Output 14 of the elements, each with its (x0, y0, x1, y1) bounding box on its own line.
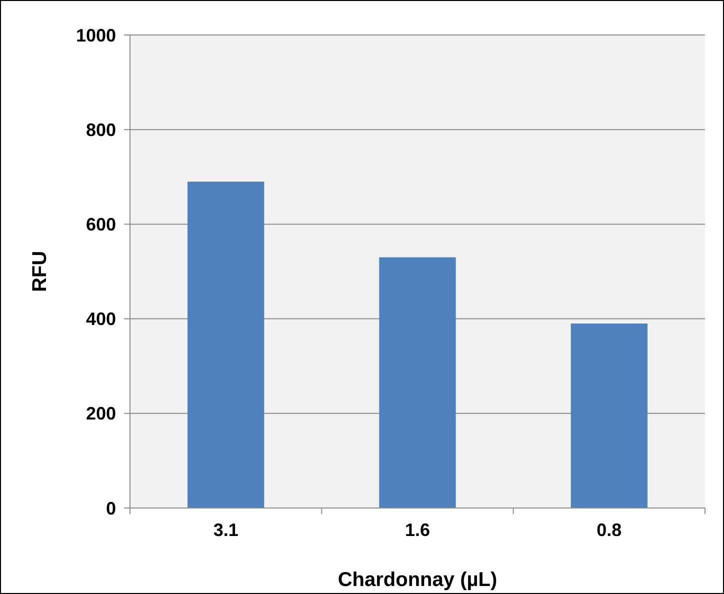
y-tick-label: 1000 (76, 25, 116, 46)
x-tick-label: 1.6 (404, 520, 430, 540)
y-tick-label: 400 (86, 309, 116, 330)
y-tick-label: 0 (106, 498, 116, 518)
y-tick-label: 200 (86, 404, 116, 424)
x-tick-label: 0.8 (596, 520, 622, 540)
bar (188, 182, 264, 508)
y-axis-title: RFU (29, 250, 51, 292)
y-tick-label: 600 (86, 214, 116, 234)
bar (570, 324, 648, 508)
x-tick-label: 3.1 (213, 520, 238, 540)
bar (379, 257, 456, 508)
y-tick-label: 800 (86, 120, 116, 140)
x-axis-title: Chardonnay (µL) (338, 569, 498, 591)
